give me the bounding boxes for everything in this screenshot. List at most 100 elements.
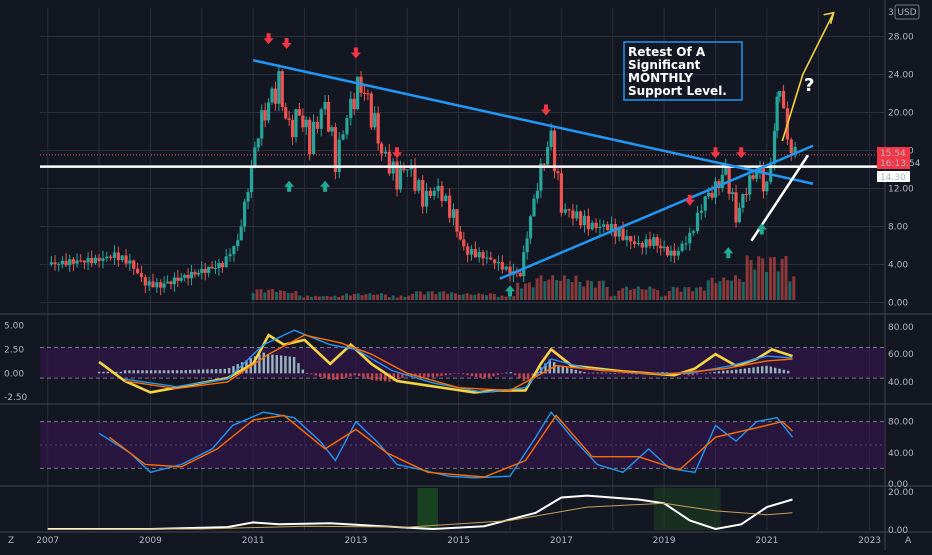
candle-body (86, 257, 90, 263)
macd-histogram-bar (149, 370, 153, 374)
price-tick-label: 8.00 (888, 223, 908, 233)
macd-histogram-bar (132, 370, 135, 374)
volume-bar (302, 297, 306, 300)
x-tick-label: 2007 (36, 536, 59, 546)
macd-right-tick-label: 40.00 (888, 378, 914, 388)
candle-body (602, 224, 606, 227)
volume-bar (313, 295, 317, 300)
candle-body (376, 113, 380, 144)
candle-body (692, 231, 696, 233)
volume-bar (628, 289, 632, 300)
candle-body (680, 243, 684, 251)
volume-bar (368, 293, 372, 300)
candle-body (500, 262, 504, 270)
macd-histogram-bar (596, 372, 599, 374)
candle-body (528, 216, 533, 239)
candle-body (598, 226, 602, 229)
candle-body (758, 168, 762, 172)
candle-body (308, 119, 312, 155)
macd-histogram-bar (331, 373, 335, 380)
volume-bar (593, 287, 597, 300)
candle-body (220, 263, 224, 268)
volume-bar (356, 293, 360, 300)
candle-body (436, 185, 440, 191)
macd-histogram-bar (600, 372, 604, 374)
macd-histogram-bar (201, 369, 205, 374)
macd-histogram-bar (197, 369, 200, 374)
candle-body (402, 168, 406, 171)
candle-body (287, 118, 291, 120)
candle-body (781, 91, 786, 109)
macd-histogram-bar (570, 368, 573, 374)
volume-bar (317, 296, 321, 300)
candle-body (217, 263, 221, 269)
candle-body (648, 239, 652, 246)
macd-histogram-bar (353, 373, 356, 376)
volume-bar (504, 296, 508, 300)
volume-bar (438, 291, 442, 300)
candle-body (213, 268, 218, 270)
macd-histogram-bar (158, 370, 161, 374)
price-tick-label: 0.00 (888, 299, 908, 309)
stoch-series-line (108, 414, 793, 478)
volume-bar (562, 275, 566, 300)
macd-histogram-bar (314, 373, 317, 376)
volume-bar (290, 292, 294, 300)
green-up-arrow (320, 180, 331, 192)
volume-bar (383, 294, 387, 300)
volume-bar (578, 281, 582, 300)
volume-bar (644, 289, 648, 300)
macd-histogram-bar (713, 371, 716, 374)
candle-body (162, 283, 166, 288)
candle-body (330, 127, 334, 132)
volume-bar (426, 291, 430, 300)
candle-body (469, 248, 474, 255)
volume-bar (415, 291, 419, 300)
candle-body (466, 246, 470, 255)
volume-bar (714, 283, 718, 300)
candle-body (356, 76, 360, 110)
candle-body (775, 96, 779, 131)
volume-bar (582, 286, 586, 300)
volume-bar (434, 294, 438, 300)
volume-bar (792, 276, 796, 300)
macd-histogram-bar (102, 371, 105, 374)
candle-body (373, 113, 377, 128)
candle-body (311, 121, 316, 155)
macd-right-tick-label: 60.00 (888, 350, 914, 360)
red-down-arrow (281, 38, 292, 49)
candle-body (369, 93, 373, 128)
candle-body (769, 163, 773, 182)
candle-body (707, 192, 711, 197)
volume-bar (523, 283, 527, 300)
x-tick-label: 2021 (755, 536, 778, 546)
candle-body (793, 146, 797, 154)
volume-bar (411, 294, 415, 300)
candle-body (535, 190, 540, 199)
candle-body (112, 252, 117, 258)
candle-body (124, 255, 128, 264)
volume-bar (469, 294, 473, 300)
candle-body (676, 250, 680, 256)
macd-histogram-bar (288, 356, 291, 374)
macd-histogram-bar (123, 370, 127, 374)
candle-body (571, 210, 575, 219)
candle-body (579, 211, 583, 226)
candle-body (132, 260, 136, 269)
macd-histogram-bar (509, 372, 513, 374)
volume-bar (765, 272, 769, 300)
volume-bar (741, 281, 745, 300)
candle-body (273, 88, 278, 104)
macd-histogram-bar (483, 373, 487, 379)
candle-body (737, 207, 742, 223)
macd-histogram-bar (466, 373, 469, 376)
macd-histogram-bar (700, 373, 703, 374)
volume-bar (671, 286, 675, 300)
adx-series-line (47, 494, 793, 531)
candle-body (662, 246, 666, 249)
macd-histogram-bar (396, 373, 400, 380)
volume-bar (461, 294, 465, 300)
macd-histogram-bar (184, 369, 187, 374)
